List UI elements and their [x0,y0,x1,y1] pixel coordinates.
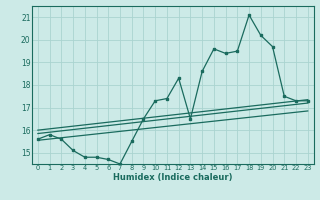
X-axis label: Humidex (Indice chaleur): Humidex (Indice chaleur) [113,173,233,182]
